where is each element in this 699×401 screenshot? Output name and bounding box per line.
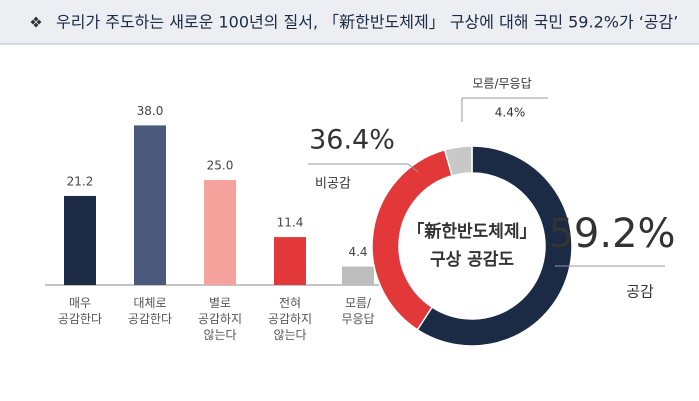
bar: [342, 266, 374, 285]
donut-category-label: 공감: [626, 283, 654, 301]
bar: [274, 237, 306, 285]
donut-value-label: 4.4%: [495, 106, 526, 120]
bar-category-label: 모름/무응답: [341, 296, 374, 326]
donut-category-label: 모름/무응답: [472, 77, 531, 91]
bar: [204, 180, 236, 285]
bar: [134, 125, 166, 286]
donut-value-label: 36.4%: [309, 125, 395, 156]
bullet-icon: ❖: [29, 14, 42, 32]
bar-category-label: 매우 공감한다: [58, 296, 102, 326]
bar-value-label: 25.0: [207, 159, 234, 173]
bar-category-label: 대체로 공감한다: [128, 296, 172, 326]
bar-value-label: 21.2: [67, 174, 94, 188]
bar-value-label: 4.4: [348, 245, 367, 259]
donut-slice: [416, 145, 573, 347]
bar-value-label: 38.0: [137, 104, 164, 118]
leader-line: [461, 97, 548, 122]
bar-category-label: 전혀 공감하지 않는다: [268, 296, 312, 342]
bar-value-label: 11.4: [277, 216, 304, 230]
header-title: 우리가 주도하는 새로운 100년의 질서, 「新한반도체제」 구상에 대해 국…: [56, 13, 678, 32]
donut-slice: [443, 145, 473, 177]
leader-line: [308, 163, 419, 173]
donut-value-label: 59.2%: [548, 211, 675, 257]
bar: [64, 195, 96, 285]
donut-center-label: 「新한반도체제」 구상 공감도: [407, 221, 536, 270]
donut-category-label: 비공감: [315, 177, 351, 192]
header-band: [0, 0, 699, 44]
bar-category-label: 별로 공감하지 않는다: [198, 296, 242, 342]
